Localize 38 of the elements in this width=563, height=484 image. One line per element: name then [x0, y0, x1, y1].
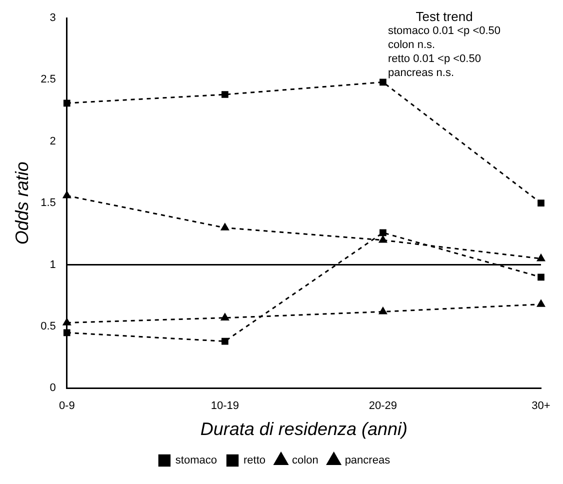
point — [378, 236, 388, 243]
point — [62, 191, 71, 198]
legend-label: retto — [244, 454, 266, 467]
point — [222, 338, 228, 345]
point — [538, 200, 544, 207]
point — [220, 223, 229, 230]
annotation: retto 0.01 <p <0.50 — [388, 52, 482, 66]
y-tick-label: 2 — [50, 135, 56, 148]
y-tick-label: 3 — [50, 12, 56, 24]
point — [63, 100, 70, 107]
point — [536, 254, 546, 262]
x-tick-label: 10-19 — [210, 400, 239, 412]
y-axis-title: Odds ratio — [12, 162, 32, 245]
y-tick-label: 2.5 — [40, 74, 56, 86]
annotation: colon n.s. — [388, 38, 436, 52]
y-tick-label: 1.5 — [40, 197, 56, 210]
point — [62, 318, 71, 326]
legend-label: pancreas — [344, 454, 391, 467]
point — [380, 78, 386, 86]
point — [222, 91, 228, 98]
x-axis-title: Durata di residenza (anni) — [200, 419, 408, 440]
point — [63, 329, 70, 336]
legend-label: stomaco — [175, 454, 218, 467]
point — [536, 300, 546, 307]
y-tick-label: 1 — [50, 258, 56, 271]
y-tick-label: 0.5 — [40, 320, 56, 333]
point — [220, 313, 229, 320]
y-tick-label: 0 — [50, 382, 56, 394]
point — [378, 307, 388, 314]
annotation: stomaco 0.01 <p <0.50 — [388, 24, 501, 38]
point — [538, 274, 544, 281]
annotation: pancreas n.s. — [388, 66, 456, 80]
x-tick-label: 0-9 — [58, 400, 75, 412]
annotation: Test trend — [414, 9, 474, 24]
legend-label: colon — [292, 454, 318, 467]
x-tick-label: 20-29 — [368, 400, 398, 412]
x-tick-label: 30+ — [532, 400, 550, 412]
point — [380, 229, 386, 236]
